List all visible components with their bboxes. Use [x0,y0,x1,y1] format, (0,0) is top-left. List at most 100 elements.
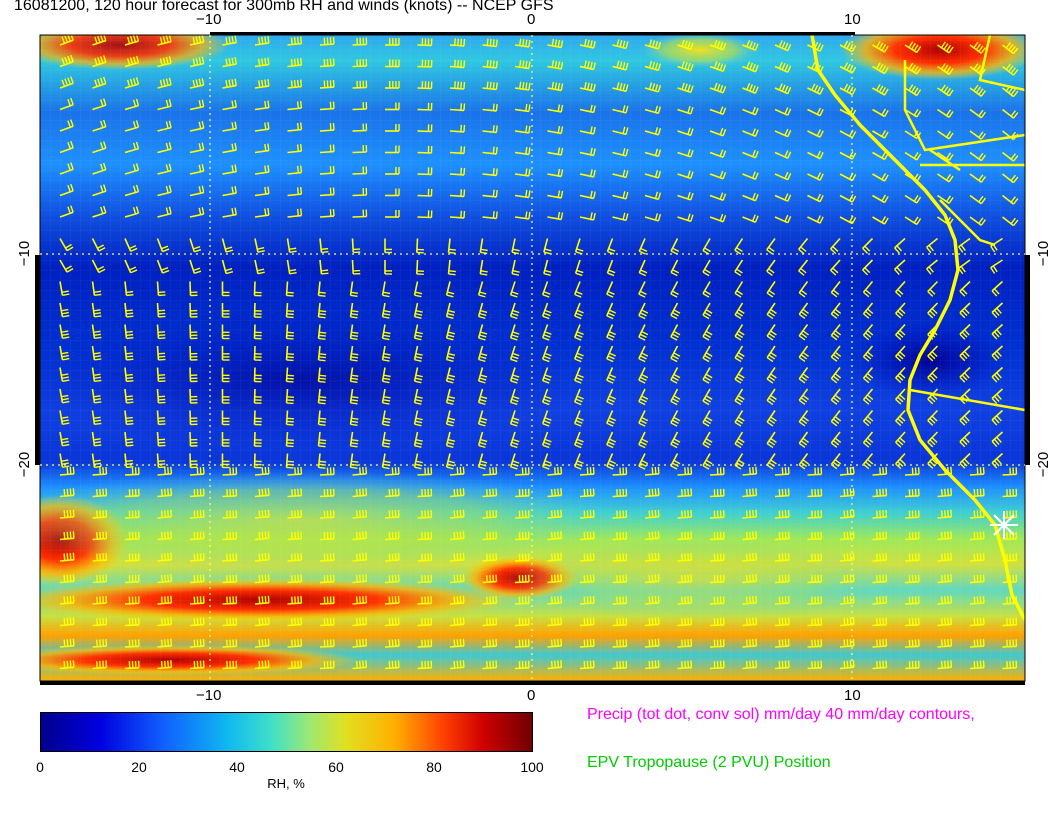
wind-barb [579,60,596,71]
wind-barb [417,531,433,541]
wind-barb [991,431,1004,448]
wind-barb [352,617,368,627]
wind-barb [606,345,616,363]
wind-barb [514,60,531,70]
wind-barb [742,488,758,498]
wind-barb [384,488,400,498]
wind-barb [574,367,584,384]
wind-barb [319,79,335,89]
wind-barb [189,431,198,447]
wind-barb [317,324,327,340]
wind-barb [59,488,75,498]
wind-barb [807,83,824,95]
wind-barb [285,388,294,405]
wind-barb [59,238,74,252]
wind-barb [92,488,108,498]
wind-barb [547,509,563,519]
wind-barb [839,595,855,605]
wind-barb [638,453,649,470]
wind-barb [872,173,889,182]
wind-barb [92,205,107,218]
wind-barb [959,323,971,340]
wind-barb [638,410,649,427]
wind-barb [862,388,874,405]
wind-barb [677,638,693,648]
wind-barb [579,147,596,157]
wind-barb [381,324,391,341]
wind-barb [638,281,647,298]
wind-barb [839,531,855,541]
wind-barb [124,617,140,627]
wind-barb [349,431,359,448]
wind-barb [670,410,681,427]
wind-barb [384,509,400,519]
wind-barb [709,106,727,116]
wind-barb [449,167,466,176]
wind-barb [124,431,134,447]
wind-barb [670,431,681,449]
wind-barb [969,216,987,226]
bottom-lon-tick-right: 10 [844,687,861,704]
wind-barb [59,162,74,175]
wind-barb [807,660,823,670]
wind-barb [124,163,140,175]
wind-barb [612,488,628,498]
wind-barb [830,410,842,427]
wind-barb [254,638,270,648]
wind-barb [766,367,777,384]
wind-barb [319,574,335,584]
wind-barb [774,488,790,498]
wind-barb [157,660,173,670]
wind-barb [417,81,433,90]
wind-barb [709,127,727,137]
wind-barb [124,388,134,404]
wind-barb [59,638,75,648]
wind-barb [798,324,809,341]
wind-barb [991,280,1004,297]
wind-barb [417,102,433,111]
wind-barb [385,102,400,111]
wind-barb [319,510,335,519]
wind-barb [579,660,595,670]
wind-barb [709,531,725,541]
wind-barb [509,410,520,427]
wind-barb [612,191,629,200]
wind-barb [547,38,564,49]
wind-barb [574,302,584,320]
wind-barb [709,574,725,584]
wind-barb [644,617,660,627]
wind-barb [482,168,498,177]
wind-barb [222,488,238,498]
wind-barb [59,367,70,382]
wind-barb [702,431,713,449]
wind-barb [254,143,270,154]
wind-barb [413,324,423,341]
plot-area [40,35,1025,681]
wind-barb [677,574,693,584]
wind-barb [1002,41,1019,55]
wind-barb [670,345,681,363]
wind-barb [927,280,939,297]
wind-barb [969,531,985,541]
wind-barb [937,617,953,627]
wind-barb [352,552,368,562]
wind-barb [157,509,173,519]
wind-barb [92,552,108,562]
wind-barb [287,638,303,648]
wind-barb [734,453,745,470]
wind-barb [445,345,456,362]
wind-barb [514,596,530,605]
wind-barb [352,58,368,68]
wind-barb [189,367,198,383]
wind-barb [774,150,792,159]
wind-barb [774,638,790,648]
wind-barb [638,431,649,449]
wind-barb [413,345,423,362]
wind-barb [991,409,1004,426]
wind-barb [482,552,498,562]
wind-barb [798,345,809,363]
wind-barb [156,431,166,447]
wind-barb [156,453,166,469]
wind-barb [221,346,230,361]
